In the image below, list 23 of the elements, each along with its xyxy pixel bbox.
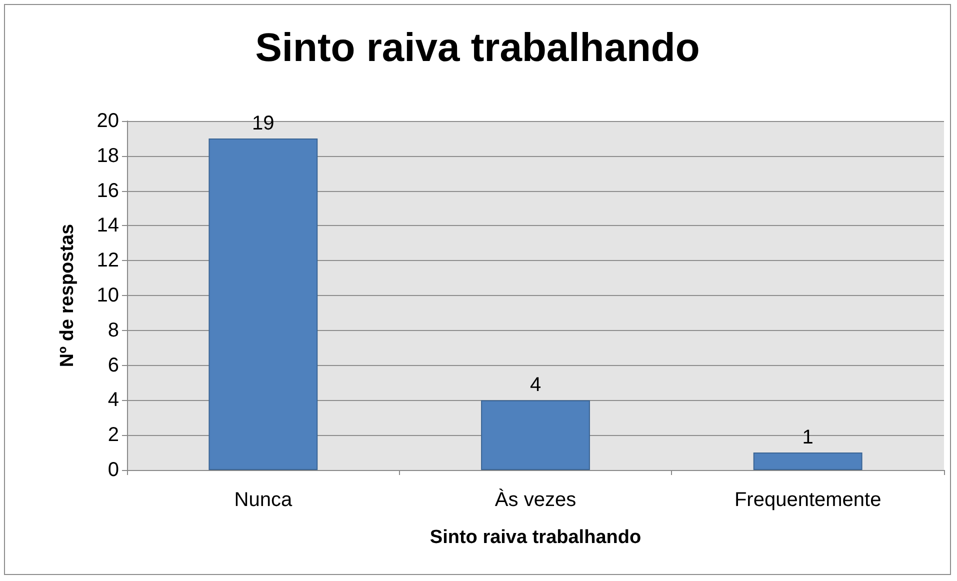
- data-label: 1: [802, 426, 814, 449]
- bar: [753, 452, 862, 470]
- y-tick-label: 8: [108, 319, 119, 342]
- y-tick-label: 6: [108, 354, 119, 376]
- bar: [208, 138, 318, 470]
- x-tick-label: Às vezes: [494, 488, 576, 511]
- y-tick-label: 14: [96, 214, 119, 237]
- x-axis-title: Sinto raiva trabalhando: [430, 527, 642, 548]
- x-tick-label: Frequentemente: [734, 489, 882, 511]
- y-tick-label: 0: [108, 459, 119, 481]
- y-tick-label: 18: [96, 144, 119, 167]
- y-tick-label: 4: [108, 389, 119, 412]
- bar: [481, 400, 590, 470]
- y-axis-title: Nº de respostas: [57, 224, 78, 368]
- y-tick-label: 20: [96, 110, 119, 132]
- y-tick-label: 2: [108, 424, 119, 446]
- y-tick-label: 12: [96, 250, 119, 272]
- x-tick-label: Nunca: [234, 489, 293, 511]
- chart-title: Sinto raiva trabalhando: [255, 26, 700, 70]
- y-tick-label: 10: [96, 284, 119, 306]
- y-tick-label: 16: [96, 180, 119, 202]
- data-label: 19: [252, 112, 274, 134]
- data-label: 4: [530, 374, 542, 396]
